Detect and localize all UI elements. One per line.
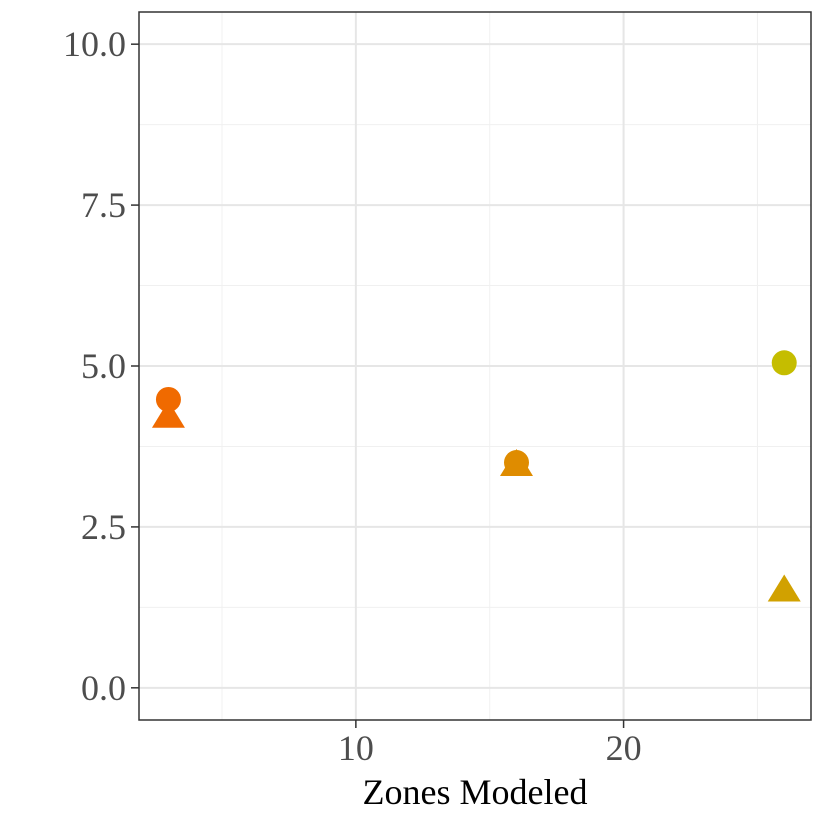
x-tick-label: 10	[338, 728, 374, 768]
x-axis-title: Zones Modeled	[363, 772, 588, 812]
y-tick-label: 0.0	[81, 668, 126, 708]
data-point-circle	[771, 350, 797, 376]
y-tick-label: 2.5	[81, 507, 126, 547]
data-points	[151, 350, 801, 602]
y-tick-label: 10.0	[63, 24, 126, 64]
data-point-circle	[155, 386, 181, 412]
data-point-triangle	[499, 449, 533, 477]
major-gridlines	[139, 12, 811, 720]
data-point-triangle	[151, 400, 185, 428]
axes: 0.0 2.5 5.0 7.5 10.0 10 20	[63, 24, 642, 768]
y-tick-label: 7.5	[81, 185, 126, 225]
data-point-triangle	[767, 574, 801, 602]
x-tick-label: 20	[606, 728, 642, 768]
y-tick-label: 5.0	[81, 346, 126, 386]
